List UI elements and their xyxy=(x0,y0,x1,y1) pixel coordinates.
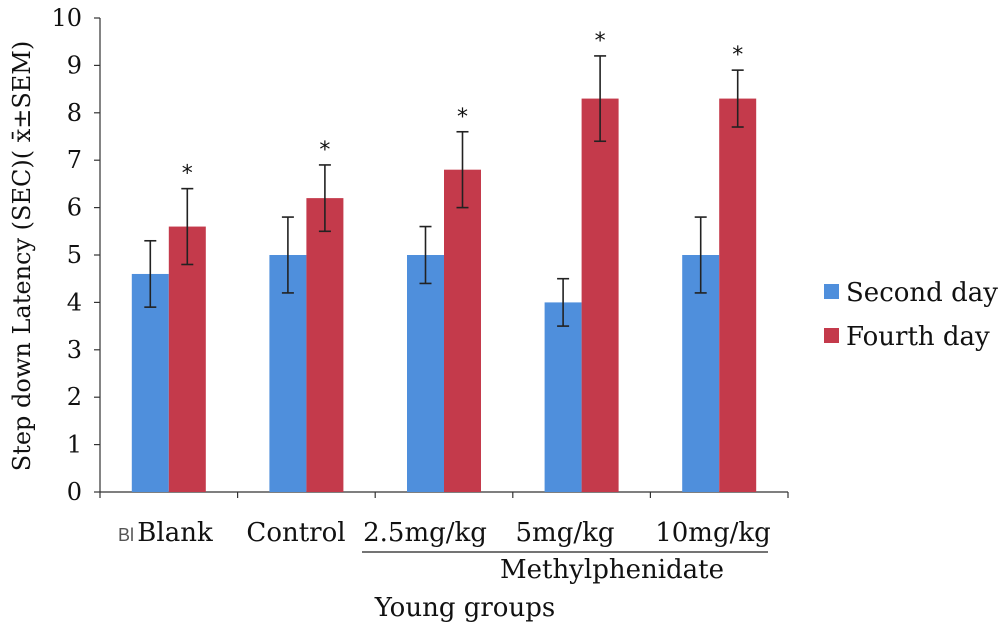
y-tick-label: 2 xyxy=(67,383,82,411)
y-tick-label: 1 xyxy=(67,431,82,459)
bar-fourth-day-4 xyxy=(719,98,757,492)
x-category-label: 10mg/kg xyxy=(655,518,771,548)
x-label-fragment: Bl xyxy=(118,525,134,545)
group-label: Methylphenidate xyxy=(500,555,724,585)
y-tick-label: 7 xyxy=(67,146,82,174)
error-bars xyxy=(144,55,744,327)
bars xyxy=(131,98,757,492)
bar-second-day-3 xyxy=(544,302,582,492)
legend: Second day Fourth day xyxy=(824,278,998,352)
bar-fourth-day-0 xyxy=(168,226,206,492)
y-axis: 0 1 2 3 4 5 6 7 8 9 10 xyxy=(51,4,101,506)
legend-label: Fourth day xyxy=(846,322,990,352)
bar-second-day-4 xyxy=(682,255,720,492)
bar-second-day-1 xyxy=(269,255,307,492)
significance-star: * xyxy=(182,162,193,187)
significance-star: * xyxy=(457,105,468,130)
y-tick-label: 6 xyxy=(67,194,82,222)
legend-swatch xyxy=(824,284,839,299)
bar-fourth-day-1 xyxy=(306,198,344,492)
x-category-label: Blank xyxy=(137,518,213,548)
legend-label: Second day xyxy=(846,278,998,308)
significance-markers: * * * * * xyxy=(182,29,743,187)
y-tick-label: 9 xyxy=(67,51,82,79)
x-category-label: Control xyxy=(246,518,345,548)
significance-star: * xyxy=(732,43,743,68)
y-tick-label: 4 xyxy=(67,288,82,316)
bar-fourth-day-3 xyxy=(581,98,619,492)
y-tick-label: 5 xyxy=(67,241,82,269)
y-tick-label: 10 xyxy=(51,4,82,32)
y-tick-label: 8 xyxy=(67,99,82,127)
y-tick-label: 0 xyxy=(67,478,82,506)
x-axis xyxy=(99,491,789,498)
significance-star: * xyxy=(595,29,606,54)
legend-swatch xyxy=(824,328,839,343)
bar-second-day-2 xyxy=(407,255,444,492)
y-tick-label: 3 xyxy=(67,336,82,364)
x-category-label: 2.5mg/kg xyxy=(363,518,487,548)
y-axis-title: Step down Latency (SEC)( x̄±SEM) xyxy=(8,41,36,472)
significance-star: * xyxy=(319,138,330,163)
bar-fourth-day-2 xyxy=(444,169,481,492)
x-tick-labels: Bl Blank Control 2.5mg/kg 5mg/kg 10mg/kg xyxy=(118,518,771,548)
x-category-label: 5mg/kg xyxy=(516,518,615,548)
x-axis-title: Young groups xyxy=(374,593,555,623)
group-annotation: Methylphenidate xyxy=(362,551,768,585)
bar-second-day-0 xyxy=(131,273,169,492)
